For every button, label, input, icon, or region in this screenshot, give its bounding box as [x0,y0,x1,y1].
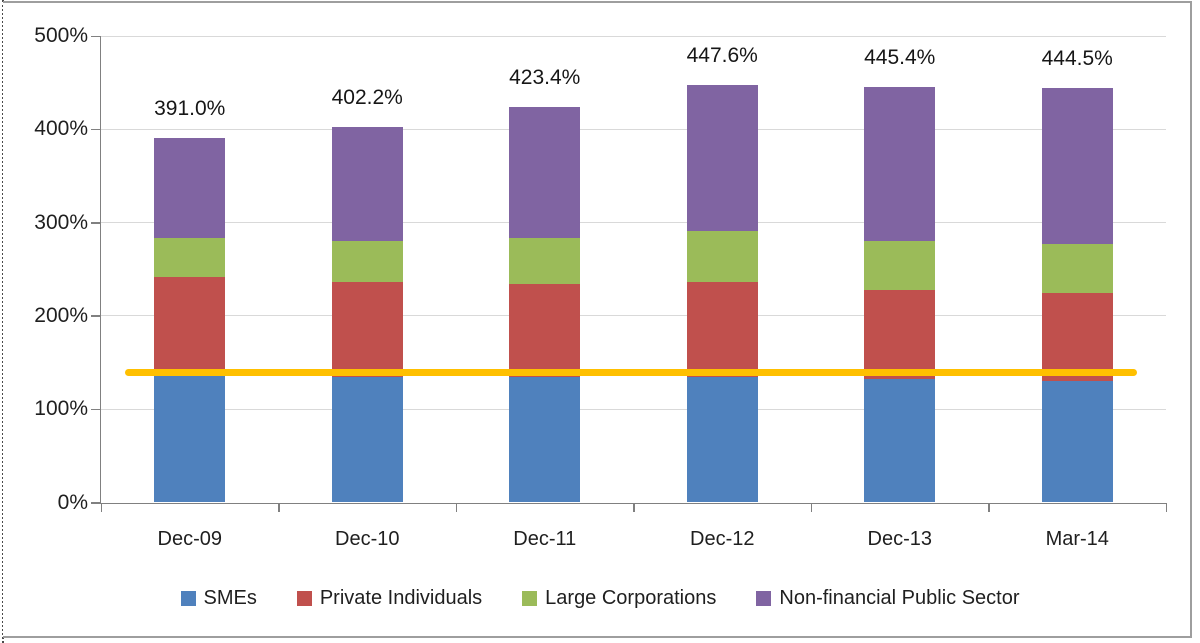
legend-item: SMEs [180,586,257,610]
bar-segment-private-individuals [686,282,758,377]
y-tick-label: 0% [57,490,88,514]
x-tick [810,502,812,512]
bar-segment-large-corporations [154,238,226,277]
x-tick [100,502,102,512]
y-tick-label: 300% [34,210,88,234]
legend-label: Large Corporations [545,586,717,609]
legend: SMEs Private Individuals Large Corporation… [0,579,1200,617]
x-category-label: Mar-14 [1045,528,1109,550]
legend-item: Non-financial Public Sector [756,586,1020,610]
bar-segment-non-financial-public-sector [154,137,226,239]
gridline [101,408,1166,410]
bar-segment-private-individuals [1041,292,1113,382]
y-tick-label: 100% [34,397,88,421]
bar-segment-smes [864,379,936,503]
x-category-label: Dec-10 [335,528,400,550]
gridline [101,315,1166,317]
bar-segment-large-corporations [864,241,936,290]
bar-segment-large-corporations [509,238,581,285]
bar-total-label: 447.6% [686,43,758,67]
y-tick [91,222,101,224]
x-category-label: Dec-12 [690,528,755,550]
x-tick [455,502,457,512]
y-tick-label: 200% [34,303,88,327]
y-tick-label: 400% [34,117,88,141]
bar-segment-large-corporations [686,230,758,283]
x-category-label: Dec-13 [867,528,932,550]
y-tick [91,128,101,131]
legend-swatch-icon [522,590,538,606]
bar-segment-non-financial-public-sector [1041,87,1113,244]
y-tick [91,408,101,411]
x-tick [1165,502,1167,512]
legend-item: Private Individuals [296,586,483,610]
bar-segment-smes [509,377,581,503]
y-tick [91,502,101,504]
bar-segment-non-financial-public-sector [331,127,403,242]
y-tick [91,35,101,37]
x-tick [278,502,280,512]
legend-swatch-icon [180,590,196,606]
x-category-label: Dec-11 [513,528,577,550]
bar-total-label: 391.0% [154,96,226,120]
y-axis-line [99,36,101,504]
bar-segment-private-individuals [154,276,226,376]
bar-segment-smes [154,375,226,503]
y-tick-label: 500% [34,24,88,47]
bar-segment-private-individuals [509,284,581,378]
bar-segment-non-financial-public-sector [509,107,581,239]
gridline [101,128,1166,130]
bar-segment-smes [686,376,758,503]
x-category-label: Dec-09 [157,528,222,550]
legend-swatch-icon [296,590,312,606]
reference-line [125,369,1137,377]
bar-segment-private-individuals [331,282,403,378]
bar-segment-non-financial-public-sector [686,84,758,231]
x-tick [633,502,635,512]
bar-total-label: 445.4% [864,45,936,69]
bar-total-label: 444.5% [1041,46,1113,70]
legend-label: Private Individuals [319,586,483,609]
legend-swatch-icon [756,590,772,606]
legend-label: SMEs [203,586,257,609]
bar-segment-private-individuals [864,289,936,380]
gridline [101,35,1166,37]
bar-total-label: 402.2% [331,86,403,110]
bar-segment-smes [1041,381,1113,503]
bar-total-label: 423.4% [509,66,581,90]
legend-label: Non-financial Public Sector [779,586,1020,609]
y-tick [91,315,101,317]
x-tick [988,502,990,512]
bar-segment-smes [331,377,403,503]
x-axis-line [99,502,1166,504]
bar-segment-large-corporations [331,241,403,283]
gridline [101,222,1166,224]
legend-item: Large Corporations [522,587,716,610]
bar-segment-non-financial-public-sector [864,86,936,242]
bar-segment-large-corporations [1041,243,1113,293]
